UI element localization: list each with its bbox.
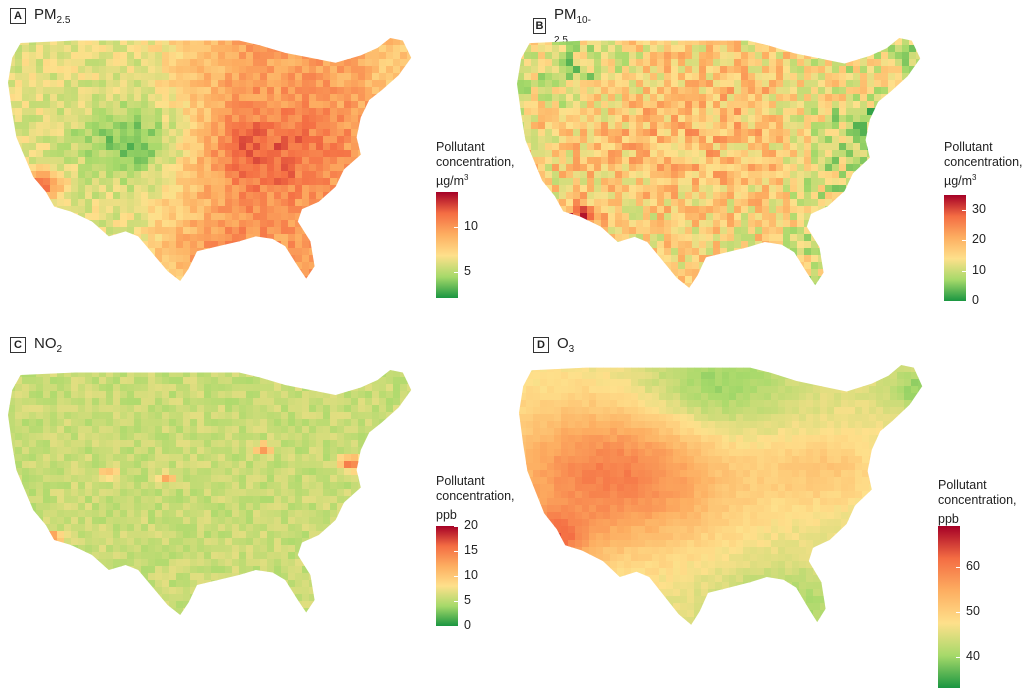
legend-tick-mark xyxy=(454,227,458,229)
color-scale-bar xyxy=(436,192,458,298)
legend-tick-mark xyxy=(962,240,966,242)
panel-letter: C xyxy=(10,337,26,353)
legend-tick-mark xyxy=(454,551,458,552)
panel-header: D O3 xyxy=(533,335,574,355)
pm10-map xyxy=(517,38,921,288)
o3-legend: Pollutant concentration, ppb 40 50 60 xyxy=(938,478,1017,688)
legend-tick-mark xyxy=(962,210,966,212)
legend-tick-mark xyxy=(454,271,458,273)
panel-letter: D xyxy=(533,337,549,353)
legend-tick-label: 10 xyxy=(972,262,986,277)
panel-letter: A xyxy=(10,8,26,24)
color-scale-bar xyxy=(436,526,458,626)
no2-legend: Pollutant concentration, ppb 0 5 10 15 20 xyxy=(436,474,515,632)
legend-tick-label: 0 xyxy=(972,293,979,307)
pm25-legend: Pollutant concentration, µg/m3 5 10 xyxy=(436,140,515,298)
legend-tick-mark xyxy=(454,601,458,602)
legend-title: Pollutant concentration, µg/m3 xyxy=(944,140,1023,189)
legend-tick-label: 50 xyxy=(966,603,980,618)
color-scale-bar xyxy=(938,526,960,688)
pm25-map xyxy=(8,38,412,281)
o3-map xyxy=(519,365,923,625)
panel-title: PM2.5 xyxy=(34,6,71,26)
legend-tick-mark xyxy=(956,656,960,658)
legend-tick-label: 40 xyxy=(966,648,980,663)
panel-header: A PM2.5 xyxy=(10,6,70,26)
legend-tick-label: 5 xyxy=(464,263,471,278)
legend-tick-label: 10 xyxy=(464,219,478,234)
panel-header: C NO2 xyxy=(10,335,62,355)
panel-title: NO2 xyxy=(34,335,63,355)
legend-title: Pollutant concentration, ppb xyxy=(938,478,1017,527)
legend-tick-label: 0 xyxy=(464,618,471,632)
legend-tick-label: 20 xyxy=(972,232,986,247)
legend-tick-mark xyxy=(454,526,458,527)
concentration-grid xyxy=(8,370,412,615)
legend-tick-label: 15 xyxy=(464,543,478,557)
concentration-grid xyxy=(8,38,412,281)
panel-title: PM10-2.5 xyxy=(554,6,591,46)
panel-header: B PM10-2.5 xyxy=(533,6,594,46)
legend-tick-mark xyxy=(454,576,458,577)
legend-title: Pollutant concentration, µg/m3 xyxy=(436,140,515,189)
panel-title: O3 xyxy=(557,335,575,355)
legend-tick-label: 30 xyxy=(972,202,986,217)
legend-tick-mark xyxy=(962,301,966,302)
legend-tick-mark xyxy=(956,611,960,613)
color-scale-bar xyxy=(944,195,966,301)
legend-tick-label: 5 xyxy=(464,593,471,607)
legend-tick-label: 20 xyxy=(464,518,478,532)
legend-tick-mark xyxy=(956,566,960,568)
legend-tick-mark xyxy=(962,270,966,272)
legend-tick-mark xyxy=(454,626,458,627)
legend-title: Pollutant concentration, ppb xyxy=(436,474,515,523)
pm10-legend: Pollutant concentration, µg/m3 0 10 20 30 xyxy=(944,140,1023,307)
concentration-grid xyxy=(519,365,923,625)
legend-tick-label: 60 xyxy=(966,558,980,573)
panel-letter: B xyxy=(533,18,546,34)
no2-map xyxy=(8,370,412,615)
legend-tick-label: 10 xyxy=(464,568,478,582)
concentration-grid xyxy=(517,38,921,288)
